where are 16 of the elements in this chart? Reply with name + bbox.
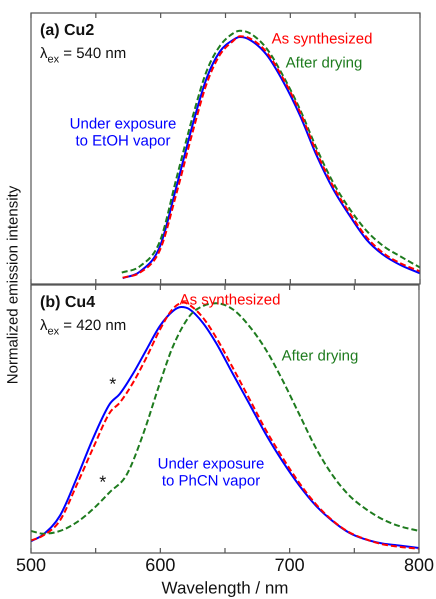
chart-title: (b) Cu4: [40, 294, 96, 311]
series-label: After drying: [286, 54, 362, 72]
annotation: *: [99, 472, 106, 492]
x-axis-title: Wavelength / nm: [162, 578, 288, 598]
series-label: As synthesized: [272, 30, 372, 48]
y-axis-title: Normalized emission intensity: [4, 186, 22, 384]
series-label: Under exposure to EtOH vapor: [70, 116, 176, 150]
x-tick-label: 800: [404, 554, 434, 575]
annotation: *: [109, 374, 116, 394]
x-tick-label: 500: [16, 554, 46, 575]
series-label: After drying: [282, 348, 358, 365]
series-label: As synthesized: [180, 292, 280, 309]
x-tick-label: 600: [145, 554, 176, 575]
x-tick-label: 700: [274, 554, 305, 575]
series-label: Under exposure to PhCN vapor: [158, 456, 264, 490]
chart-title: (a) Cu2: [40, 22, 94, 39]
